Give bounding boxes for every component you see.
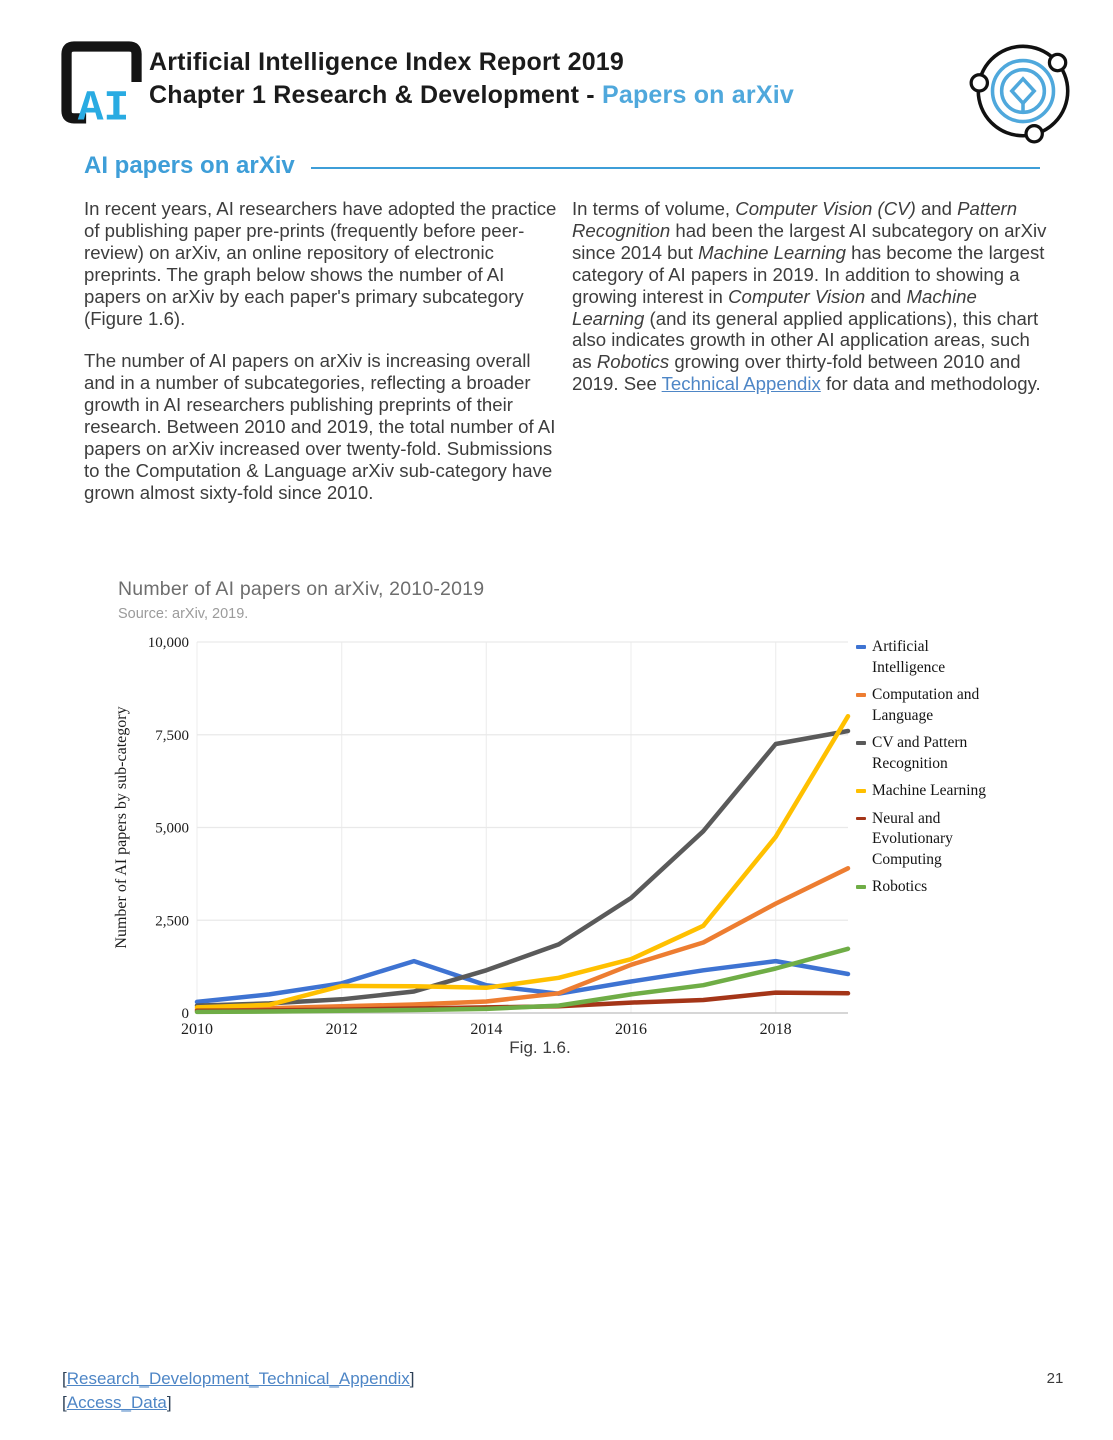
research-development-technical-appendix-link[interactable]: Research_Development_Technical_Appendix <box>66 1369 410 1388</box>
footer-line: [Access_Data] <box>62 1391 415 1415</box>
text-segment: In terms of volume, <box>572 198 736 219</box>
text-segment: growing over thirty-fold between 2010 an… <box>572 351 1021 395</box>
chart-legend: Artificial Intelligence Computation and L… <box>856 637 998 905</box>
text-segment: had been the largest AI subcategory on a… <box>572 219 1047 263</box>
legend-item-neural-and-evolutionary-computing: Neural and Evolutionary Computing <box>856 809 998 871</box>
legend-item-robotics: Robotics <box>856 877 998 898</box>
chart-source: Source: arXiv, 2019. <box>118 606 249 622</box>
page-title: AI papers on arXiv <box>84 152 295 179</box>
legend-item-cv-and-pattern-recognition: CV and Pattern Recognition <box>856 733 998 774</box>
intro-column-left: In recent years, AI researchers have ado… <box>84 198 562 525</box>
footer-links: [Research_Development_Technical_Appendix… <box>62 1367 415 1414</box>
text-segment: ] <box>166 1392 172 1412</box>
legend-item-computation-and-language: Computation and Language <box>856 685 998 726</box>
legend-marker <box>856 789 866 793</box>
logo-bracket <box>61 41 142 124</box>
legend-marker <box>856 816 866 820</box>
x-tick-label: 2018 <box>760 1021 792 1038</box>
chart-title: Number of AI papers on arXiv, 2010-2019 <box>118 578 485 600</box>
report-title: Artificial Intelligence Index Report 201… <box>149 48 625 76</box>
ai-index-logo: AI <box>61 41 142 124</box>
legend-marker <box>856 693 866 697</box>
text-segment: and <box>915 198 958 219</box>
series-line-computation-and-language <box>194 866 851 1012</box>
text-segment: Pattern Recognition <box>572 198 1018 241</box>
page-number: 21 <box>1046 1370 1064 1387</box>
chart-title-block: Number of AI papers on arXiv, 2010-2019 … <box>118 578 484 622</box>
text-segment: Computer Vision <box>728 285 866 307</box>
text-segment: [ <box>62 1369 67 1388</box>
series-line-artificial-intelligence <box>194 958 851 1005</box>
legend-marker <box>856 885 866 889</box>
chapter-title-topic: Papers on arXiv <box>601 81 794 109</box>
y-tick-label: 0 <box>182 1006 190 1022</box>
series-line-machine-learning <box>194 713 851 1010</box>
chapter-title-prefix: Chapter 1 Research & Development - <box>149 81 602 109</box>
figure-caption: Fig. 1.6. <box>509 1038 571 1057</box>
y-tick-label: 10,000 <box>148 635 189 651</box>
chapter-title: Chapter 1 Research & Development - Paper… <box>149 79 794 112</box>
technical-appendix-link[interactable]: Technical Appendix <box>661 373 821 395</box>
legend-item-machine-learning: Machine Learning <box>856 781 998 802</box>
legend-marker <box>856 645 866 649</box>
paragraph: In recent years, AI researchers have ado… <box>84 198 557 329</box>
legend-item-artificial-intelligence: Artificial Intelligence <box>856 637 998 678</box>
text-segment: for data and methodology. <box>820 373 1041 395</box>
intro-column-right: In terms of volume, Computer Vision (CV)… <box>572 198 1050 416</box>
legend-label: Robotics <box>872 878 928 895</box>
series-line-robotics <box>194 946 851 1015</box>
text-segment: and <box>865 285 907 307</box>
y-tick-label: 5,000 <box>155 821 189 837</box>
legend-label: Neural and Evolutionary Computing <box>872 809 953 868</box>
x-tick-label: 2012 <box>326 1021 358 1038</box>
legend-label: Artificial Intelligence <box>872 638 946 676</box>
footer-line: [Research_Development_Technical_Appendix… <box>62 1367 415 1391</box>
text-segment: (and its general applied applications), … <box>572 307 1039 373</box>
legend-label: CV and Pattern Recognition <box>872 734 968 772</box>
legend-marker <box>856 741 866 745</box>
heading-rule <box>310 166 1040 169</box>
x-tick-label: 2016 <box>615 1021 647 1038</box>
paragraph: The number of AI papers on arXiv is incr… <box>84 350 556 503</box>
orbit-globe-icon <box>969 44 1070 144</box>
y-tick-label: 7,500 <box>155 728 189 744</box>
text-segment: ] <box>409 1369 415 1388</box>
text-segment: Machine Learning <box>698 241 846 263</box>
y-tick-label: 2,500 <box>155 913 189 929</box>
legend-label: Machine Learning <box>872 782 987 799</box>
access-data-link[interactable]: Access_Data <box>66 1392 167 1412</box>
series-line-cv-and-pattern-recognition <box>194 728 851 1008</box>
text-segment: has become the largest category of AI pa… <box>572 241 1045 307</box>
paragraph: In terms of volume, Computer Vision (CV)… <box>572 198 1050 395</box>
y-axis-title: Number of AI papers by sub-category <box>113 706 130 948</box>
section-heading-row: AI papers on arXiv <box>84 152 1040 180</box>
legend-label: Computation and Language <box>872 686 980 724</box>
x-tick-label: 2014 <box>470 1021 502 1038</box>
header-titles: Artificial Intelligence Index Report 201… <box>149 46 794 112</box>
text-segment: [ <box>62 1392 67 1412</box>
line-chart: 0 2,500 5,000 7,500 10,000 2010 2012 2014 2016 20… <box>113 635 851 1038</box>
text-segment: Robotics <box>596 351 670 373</box>
logo-text: AI <box>78 83 130 124</box>
text-segment: Computer Vision (CV) <box>735 198 916 219</box>
x-tick-label: 2010 <box>181 1021 213 1038</box>
text-segment: Machine Learning <box>572 285 977 329</box>
